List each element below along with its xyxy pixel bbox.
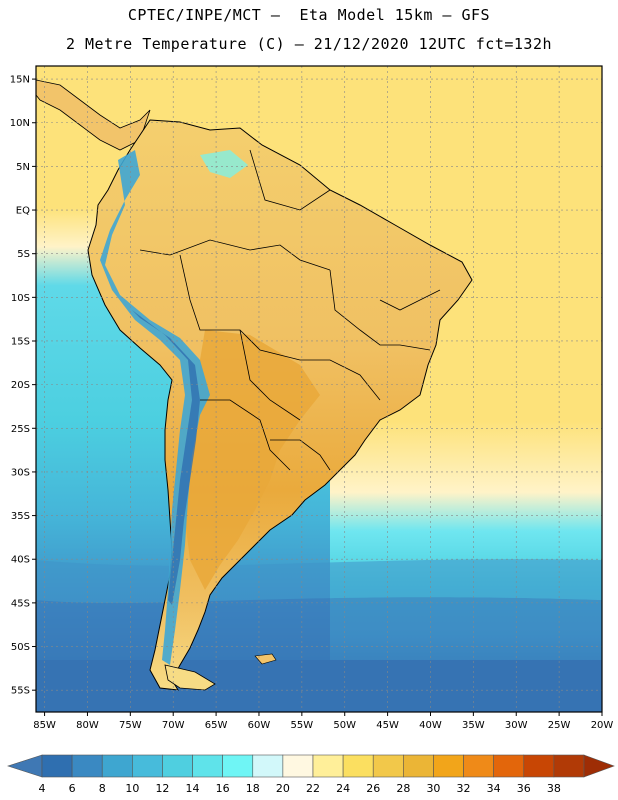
colorbar-label: 30 bbox=[426, 782, 440, 795]
lon-tick-label: 25W bbox=[548, 720, 571, 731]
colorbar-swatch bbox=[252, 754, 284, 778]
lat-tick-label: 5N bbox=[16, 162, 30, 173]
lon-tick-label: 65W bbox=[205, 720, 228, 731]
map-title: CPTEC/INPE/MCT – Eta Model 15km – GFS bbox=[127, 6, 491, 24]
lon-tick-label: 50W bbox=[333, 720, 356, 731]
colorbar: 4 6 8 10 12 14 16 18 20 22 24 26 28 30 32 34 36 38 bbox=[7, 754, 615, 795]
colorbar-label: 24 bbox=[336, 782, 350, 795]
temperature-map: 15N 10N 5N EQ 5S 10S 15S 20S 25S 30S 35S 40S 45S 50S 5… bbox=[7, 65, 615, 795]
colorbar-swatch bbox=[433, 754, 464, 778]
lon-tick-label: 40W bbox=[419, 720, 442, 731]
colorbar-label: 8 bbox=[99, 782, 106, 795]
lat-tick-label: 5S bbox=[17, 249, 30, 260]
colorbar-label: 16 bbox=[216, 782, 230, 795]
tierra-del-fuego bbox=[164, 664, 216, 691]
lat-tick-label: 10S bbox=[11, 293, 30, 304]
deep-ocean-band bbox=[36, 597, 602, 712]
colorbar-swatch bbox=[71, 754, 103, 778]
colorbar-label: 36 bbox=[517, 782, 531, 795]
lon-tick-label: 60W bbox=[248, 720, 271, 731]
colorbar-label: 14 bbox=[186, 782, 200, 795]
colorbar-label: 32 bbox=[457, 782, 471, 795]
lon-tick-label: 70W bbox=[162, 720, 185, 731]
colorbar-label: 22 bbox=[306, 782, 320, 795]
colorbar-swatch bbox=[312, 754, 344, 778]
colorbar-swatch bbox=[403, 754, 434, 778]
map-field bbox=[36, 66, 602, 712]
colorbar-label: 20 bbox=[276, 782, 290, 795]
lat-tick-label: 20S bbox=[11, 380, 30, 391]
lat-tick-label: 35S bbox=[11, 511, 30, 522]
colorbar-swatch bbox=[372, 754, 404, 778]
lat-tick-label: 30S bbox=[11, 467, 30, 478]
colorbar-label: 38 bbox=[547, 782, 561, 795]
andes-ridge bbox=[100, 150, 210, 665]
colorbar-label: 4 bbox=[39, 782, 46, 795]
colorbar-swatch bbox=[101, 754, 133, 778]
colorbar-label: 26 bbox=[366, 782, 380, 795]
highlands-patch bbox=[200, 150, 248, 178]
hot-interior bbox=[185, 330, 320, 590]
lon-tick-label: 45W bbox=[376, 720, 399, 731]
lat-tick-label: 45S bbox=[11, 598, 30, 609]
mid-ocean-band bbox=[36, 559, 602, 603]
lon-tick-label: 30W bbox=[505, 720, 528, 731]
colorbar-high-arrow bbox=[583, 754, 615, 778]
longitude-axis: 85W 80W 75W 70W 65W 60W 55W 50W 45W 40W 35W 30W 25W 2… bbox=[33, 712, 613, 731]
colorbar-swatch bbox=[41, 754, 73, 778]
colorbar-swatch bbox=[523, 754, 555, 778]
colorbar-swatch bbox=[162, 754, 193, 778]
colorbar-label: 18 bbox=[246, 782, 260, 795]
colorbar-swatch bbox=[132, 754, 163, 778]
lon-tick-label: 80W bbox=[76, 720, 99, 731]
colorbar-swatch bbox=[192, 754, 223, 778]
colorbar-swatch bbox=[282, 754, 314, 778]
map-frame bbox=[35, 65, 603, 713]
andes-peaks bbox=[132, 310, 200, 605]
colorbar-swatch bbox=[463, 754, 494, 778]
colorbar-swatch bbox=[342, 754, 374, 778]
colorbar-label: 34 bbox=[487, 782, 501, 795]
lat-tick-label: 25S bbox=[11, 424, 30, 435]
colorbar-swatch bbox=[222, 754, 254, 778]
lat-tick-label: EQ bbox=[16, 206, 30, 217]
colorbar-label: 6 bbox=[69, 782, 76, 795]
lat-tick-label: 15S bbox=[11, 336, 30, 347]
colorbar-label: 12 bbox=[155, 782, 169, 795]
map-subtitle: 2 Metre Temperature (C) – 21/12/2020 12U… bbox=[65, 35, 553, 53]
lat-tick-label: 15N bbox=[10, 75, 30, 86]
lon-tick-label: 85W bbox=[33, 720, 56, 731]
lat-tick-label: 10N bbox=[10, 118, 30, 129]
falkland-islands bbox=[254, 653, 277, 665]
lat-tick-label: 50S bbox=[11, 642, 30, 653]
colorbar-label: 28 bbox=[396, 782, 410, 795]
graticule bbox=[36, 66, 602, 712]
colorbar-swatch bbox=[553, 754, 585, 778]
colorbar-label: 10 bbox=[125, 782, 139, 795]
lon-tick-label: 55W bbox=[291, 720, 314, 731]
lat-tick-label: 55S bbox=[11, 686, 30, 697]
lat-tick-label: 40S bbox=[11, 555, 30, 566]
lon-tick-label: 75W bbox=[119, 720, 142, 731]
colorbar-low-arrow bbox=[7, 754, 43, 778]
latitude-axis: 15N 10N 5N EQ 5S 10S 15S 20S 25S 30S 35S 40S 45S 50S 5… bbox=[10, 75, 36, 697]
lon-tick-label: 35W bbox=[462, 720, 485, 731]
lon-tick-label: 20W bbox=[591, 720, 614, 731]
country-borders bbox=[139, 149, 441, 471]
colorbar-swatch bbox=[493, 754, 525, 778]
